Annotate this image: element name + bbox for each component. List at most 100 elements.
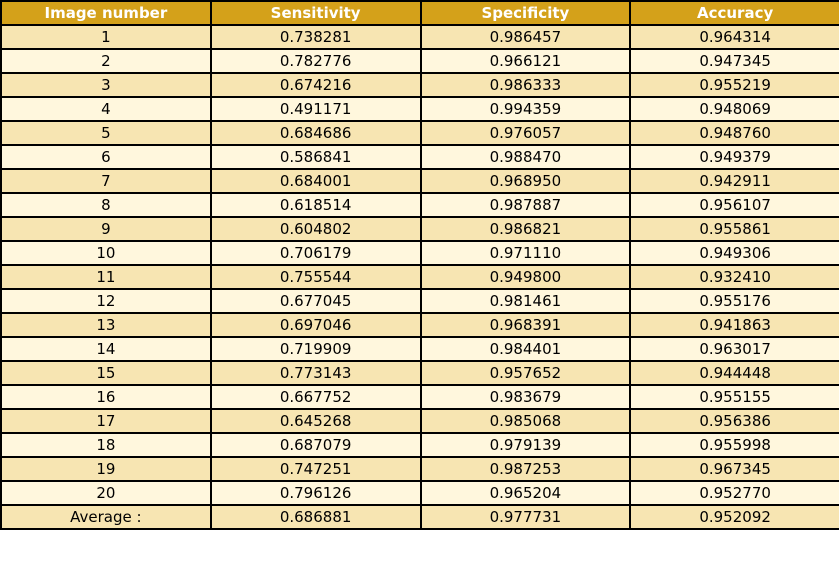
cell-image-number: 16 <box>0 384 212 410</box>
cell-accuracy: 0.949379 <box>629 144 839 170</box>
cell-sensitivity: 0.645268 <box>209 408 422 434</box>
cell-accuracy: 0.956386 <box>629 408 839 434</box>
header-row: Image number Sensitivity Specificity Acc… <box>0 0 839 26</box>
cell-sensitivity: 0.604802 <box>209 216 422 242</box>
cell-specificity: 0.986821 <box>419 216 632 242</box>
cell-image-number: 6 <box>0 144 212 170</box>
cell-sensitivity: 0.686881 <box>209 504 422 530</box>
cell-accuracy: 0.948069 <box>629 96 839 122</box>
cell-specificity: 0.986333 <box>419 72 632 98</box>
cell-image-number: 9 <box>0 216 212 242</box>
cell-specificity: 0.987887 <box>419 192 632 218</box>
cell-image-number: 17 <box>0 408 212 434</box>
results-table: Image number Sensitivity Specificity Acc… <box>0 0 839 530</box>
cell-image-number: 10 <box>0 240 212 266</box>
cell-image-number: 13 <box>0 312 212 338</box>
cell-image-number: 19 <box>0 456 212 482</box>
table-row: 12 0.677045 0.981461 0.955176 <box>0 288 839 314</box>
cell-sensitivity: 0.755544 <box>209 264 422 290</box>
cell-image-number: 18 <box>0 432 212 458</box>
header-accuracy: Accuracy <box>629 0 839 26</box>
cell-image-number: 2 <box>0 48 212 74</box>
cell-sensitivity: 0.719909 <box>209 336 422 362</box>
cell-specificity: 0.987253 <box>419 456 632 482</box>
cell-accuracy: 0.955998 <box>629 432 839 458</box>
average-row: Average :0.686881 0.977731 0.952092 <box>0 504 839 530</box>
cell-image-number: 3 <box>0 72 212 98</box>
table-row: 5 0.684686 0.976057 0.948760 <box>0 120 839 146</box>
cell-accuracy: 0.967345 <box>629 456 839 482</box>
table-row: 18 0.687079 0.979139 0.955998 <box>0 432 839 458</box>
cell-image-number: 15 <box>0 360 212 386</box>
header-sensitivity: Sensitivity <box>209 0 422 26</box>
cell-sensitivity: 0.796126 <box>209 480 422 506</box>
cell-accuracy: 0.941863 <box>629 312 839 338</box>
cell-sensitivity: 0.674216 <box>209 72 422 98</box>
cell-accuracy: 0.942911 <box>629 168 839 194</box>
cell-sensitivity: 0.667752 <box>209 384 422 410</box>
cell-accuracy: 0.955176 <box>629 288 839 314</box>
table-row: 17 0.645268 0.985068 0.956386 <box>0 408 839 434</box>
cell-specificity: 0.949800 <box>419 264 632 290</box>
cell-specificity: 0.976057 <box>419 120 632 146</box>
cell-specificity: 0.983679 <box>419 384 632 410</box>
cell-accuracy: 0.955219 <box>629 72 839 98</box>
table-row: 6 0.586841 0.988470 0.949379 <box>0 144 839 170</box>
cell-sensitivity: 0.684686 <box>209 120 422 146</box>
cell-specificity: 0.966121 <box>419 48 632 74</box>
table-row: 10 0.706179 0.971110 0.949306 <box>0 240 839 266</box>
cell-accuracy: 0.964314 <box>629 24 839 50</box>
table-row: 11 0.755544 0.949800 0.932410 <box>0 264 839 290</box>
cell-sensitivity: 0.687079 <box>209 432 422 458</box>
table-row: 19 0.747251 0.987253 0.967345 <box>0 456 839 482</box>
cell-image-number: 14 <box>0 336 212 362</box>
cell-sensitivity: 0.677045 <box>209 288 422 314</box>
header-specificity: Specificity <box>419 0 632 26</box>
cell-image-number: 5 <box>0 120 212 146</box>
cell-accuracy: 0.932410 <box>629 264 839 290</box>
cell-image-number: Average : <box>0 504 212 530</box>
cell-specificity: 0.957652 <box>419 360 632 386</box>
cell-accuracy: 0.947345 <box>629 48 839 74</box>
cell-sensitivity: 0.706179 <box>209 240 422 266</box>
cell-accuracy: 0.948760 <box>629 120 839 146</box>
cell-specificity: 0.979139 <box>419 432 632 458</box>
cell-sensitivity: 0.782776 <box>209 48 422 74</box>
cell-specificity: 0.981461 <box>419 288 632 314</box>
table-row: 8 0.618514 0.987887 0.956107 <box>0 192 839 218</box>
cell-accuracy: 0.955861 <box>629 216 839 242</box>
table-row: 14 0.719909 0.984401 0.963017 <box>0 336 839 362</box>
table-row: 15 0.773143 0.957652 0.944448 <box>0 360 839 386</box>
cell-accuracy: 0.952770 <box>629 480 839 506</box>
cell-specificity: 0.971110 <box>419 240 632 266</box>
cell-image-number: 1 <box>0 24 212 50</box>
table-row: 4 0.491171 0.994359 0.948069 <box>0 96 839 122</box>
table-row: 2 0.782776 0.966121 0.947345 <box>0 48 839 74</box>
cell-specificity: 0.994359 <box>419 96 632 122</box>
cell-sensitivity: 0.618514 <box>209 192 422 218</box>
cell-sensitivity: 0.738281 <box>209 24 422 50</box>
table-body: 1 0.738281 0.986457 0.964314 2 0.782776 0.9661… <box>0 24 839 530</box>
table-row: 9 0.604802 0.986821 0.955861 <box>0 216 839 242</box>
cell-specificity: 0.985068 <box>419 408 632 434</box>
table-row: 13 0.697046 0.968391 0.941863 <box>0 312 839 338</box>
cell-accuracy: 0.955155 <box>629 384 839 410</box>
cell-accuracy: 0.963017 <box>629 336 839 362</box>
table-row: 1 0.738281 0.986457 0.964314 <box>0 24 839 50</box>
cell-sensitivity: 0.747251 <box>209 456 422 482</box>
cell-accuracy: 0.956107 <box>629 192 839 218</box>
cell-accuracy: 0.949306 <box>629 240 839 266</box>
table-row: 3 0.674216 0.986333 0.955219 <box>0 72 839 98</box>
table-row: 7 0.684001 0.968950 0.942911 <box>0 168 839 194</box>
cell-specificity: 0.988470 <box>419 144 632 170</box>
cell-sensitivity: 0.684001 <box>209 168 422 194</box>
cell-image-number: 11 <box>0 264 212 290</box>
cell-image-number: 8 <box>0 192 212 218</box>
cell-specificity: 0.977731 <box>419 504 632 530</box>
cell-image-number: 20 <box>0 480 212 506</box>
cell-sensitivity: 0.586841 <box>209 144 422 170</box>
cell-image-number: 12 <box>0 288 212 314</box>
cell-accuracy: 0.952092 <box>629 504 839 530</box>
cell-specificity: 0.986457 <box>419 24 632 50</box>
cell-specificity: 0.984401 <box>419 336 632 362</box>
